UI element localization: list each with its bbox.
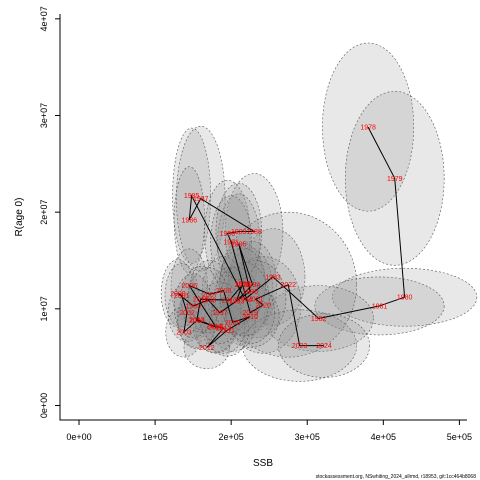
trajectory-line (177, 126, 406, 348)
point-label: 1994 (245, 282, 261, 289)
point-label: 1987 (193, 196, 209, 203)
point-label: 2024 (316, 343, 332, 350)
point-label: 2000 (170, 291, 186, 298)
point-label: 1989 (231, 229, 247, 236)
point-label: 1995 (231, 242, 247, 249)
point-label: 2003 (176, 330, 192, 337)
point-label: 2023 (292, 343, 308, 350)
point-label: 1997 (212, 310, 228, 317)
point-label: 2016 (193, 297, 209, 304)
point-label: 1980 (397, 295, 413, 302)
point-label: 2015 (189, 317, 205, 324)
y-tick-label: 2e+07 (39, 200, 49, 225)
point-label: 1985 (184, 193, 200, 200)
point-label: 2004 (189, 318, 205, 325)
axes (59, 14, 467, 421)
ellipse-1995 (217, 193, 261, 295)
point-label: 2001 (174, 293, 190, 300)
point-label: 1990 (220, 231, 236, 238)
y-tick-label: 1e+07 (39, 296, 49, 321)
x-tick-label: 4e+05 (371, 432, 396, 442)
point-label: 2014 (207, 324, 223, 331)
point-label: 1999 (185, 303, 201, 310)
point-label: 2005 (208, 325, 224, 332)
y-axis-title: R(age 0) (14, 198, 25, 237)
point-label: 2012 (199, 345, 215, 352)
point-label: 1979 (387, 176, 403, 183)
point-label: 2018 (235, 282, 251, 289)
point-label: 2019 (242, 310, 258, 317)
point-label: 1992 (235, 281, 251, 288)
point-label: 2013 (216, 326, 232, 333)
point-label: 2017 (222, 298, 238, 305)
point-label: 1991 (223, 240, 239, 247)
year-labels: 1978 1979 1980 1981 1982 1983 1984 1985 1986 1987… (170, 125, 412, 352)
point-label: 2007 (202, 292, 218, 299)
point-label: 2006 (182, 283, 198, 290)
point-label: 2009 (225, 320, 241, 327)
point-label: 1982 (311, 316, 327, 323)
point-label: 1984 (237, 297, 253, 304)
point-label: 1978 (360, 125, 376, 132)
point-label: 1986 (182, 217, 198, 224)
axis-box (59, 14, 467, 421)
footer-source: stockassessment.org, NSwhiting_2024_allr… (316, 474, 477, 480)
x-tick-label: 2e+05 (219, 432, 244, 442)
point-label: 2021 (248, 297, 264, 304)
x-axis-title: SSB (253, 458, 273, 469)
y-tick-label: 4e+07 (39, 6, 49, 31)
x-ticks: 0e+00 1e+05 2e+05 3e+05 4e+05 5e+05 (66, 420, 472, 442)
x-tick-label: 3e+05 (295, 432, 320, 442)
point-label: 2022 (280, 282, 296, 289)
point-label: 2020 (255, 302, 271, 309)
point-label: 2011 (220, 328, 235, 335)
point-label: 1998 (201, 298, 217, 305)
point-label: 2002 (179, 310, 195, 317)
point-label: 2010 (242, 314, 258, 321)
y-tick-label: 0e+00 (39, 393, 49, 418)
point-label: 1996 (242, 289, 258, 296)
y-ticks: 0e+00 1e+07 2e+07 3e+07 4e+07 (39, 6, 60, 418)
x-tick-label: 5e+05 (447, 432, 472, 442)
y-tick-label: 3e+07 (39, 103, 49, 128)
x-tick-label: 0e+00 (66, 432, 91, 442)
x-tick-label: 1e+05 (142, 432, 167, 442)
point-label: 1988 (246, 229, 262, 236)
point-label: 1983 (265, 274, 281, 281)
point-label: 1981 (372, 303, 388, 310)
point-label: 2008 (216, 288, 232, 295)
point-label: 1993 (229, 299, 245, 306)
